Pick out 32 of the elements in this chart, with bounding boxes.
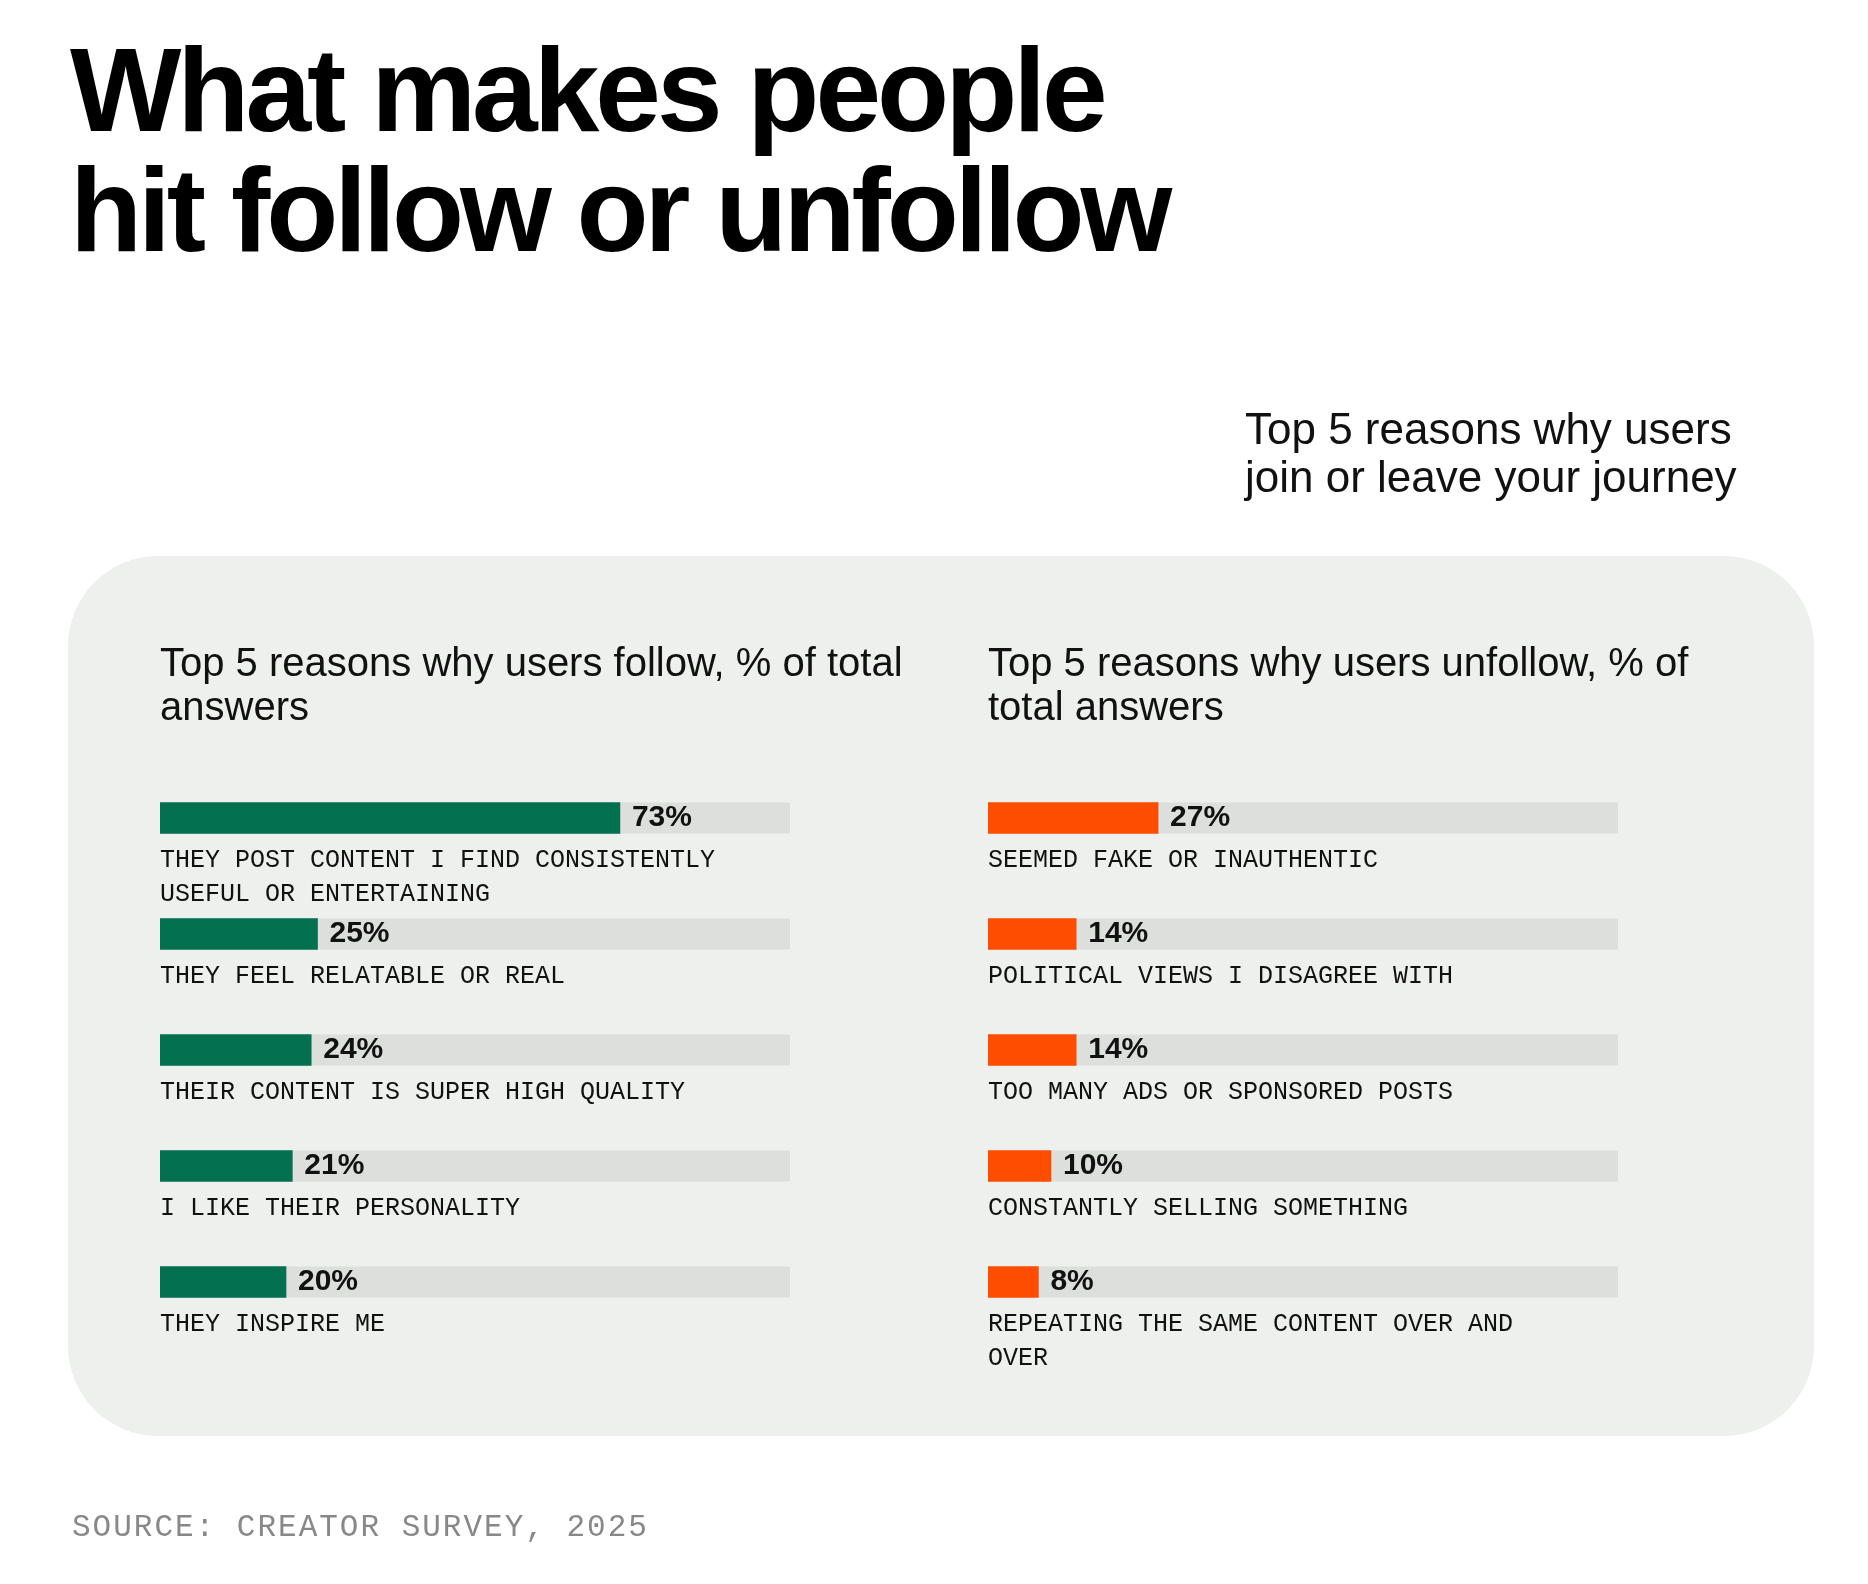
category-label: REPEATING THE SAME CONTENT OVER AND OVER: [988, 1310, 1514, 1374]
bar: [988, 1150, 1052, 1182]
category-label: SEEMED FAKE OR INAUTHENTIC: [988, 846, 1379, 876]
data-label: 10%: [1063, 1147, 1124, 1181]
text: Top 5 reasons why users join or leave your journey: [1245, 404, 1738, 501]
data-label: 27%: [1170, 799, 1231, 833]
bar: [160, 1150, 293, 1182]
chart-title: Top 5 reasons why users unfollow, % of total answers: [988, 640, 1690, 728]
bar: [160, 1266, 287, 1298]
bar: [160, 1034, 312, 1066]
data-label: 24%: [323, 1031, 384, 1065]
bar: [988, 918, 1077, 950]
category-label: THEY FEEL RELATABLE OR REAL: [160, 962, 566, 992]
category-label: THEIR CONTENT IS SUPER HIGH QUALITY: [160, 1078, 686, 1108]
chart-title: Top 5 reasons why users follow, % of total answers: [160, 640, 904, 728]
bar: [988, 1034, 1077, 1066]
category-label: THEY POST CONTENT I FIND CONSISTENTLY USEFUL OR ENTERTAINING: [160, 846, 716, 910]
source-note: SOURCE: CREATOR SURVEY, 2025: [72, 1510, 649, 1545]
bar: [988, 1266, 1039, 1298]
data-label: 73%: [631, 799, 692, 833]
category-label: I LIKE THEIR PERSONALITY: [160, 1194, 521, 1224]
category-label: POLITICAL VIEWS I DISAGREE WITH: [988, 962, 1454, 992]
data-label: 20%: [298, 1263, 359, 1297]
category-label: THEY INSPIRE ME: [160, 1310, 386, 1340]
category-label: CONSTANTLY SELLING SOMETHING: [988, 1194, 1409, 1224]
data-label: 14%: [1088, 915, 1149, 949]
data-label: 14%: [1088, 1031, 1149, 1065]
category-label: TOO MANY ADS OR SPONSORED POSTS: [988, 1078, 1454, 1108]
data-label: 21%: [304, 1147, 365, 1181]
data-label: 25%: [329, 915, 390, 949]
text: What makes people hit follow or unfollow: [70, 24, 1171, 276]
data-label: 8%: [1050, 1263, 1094, 1297]
